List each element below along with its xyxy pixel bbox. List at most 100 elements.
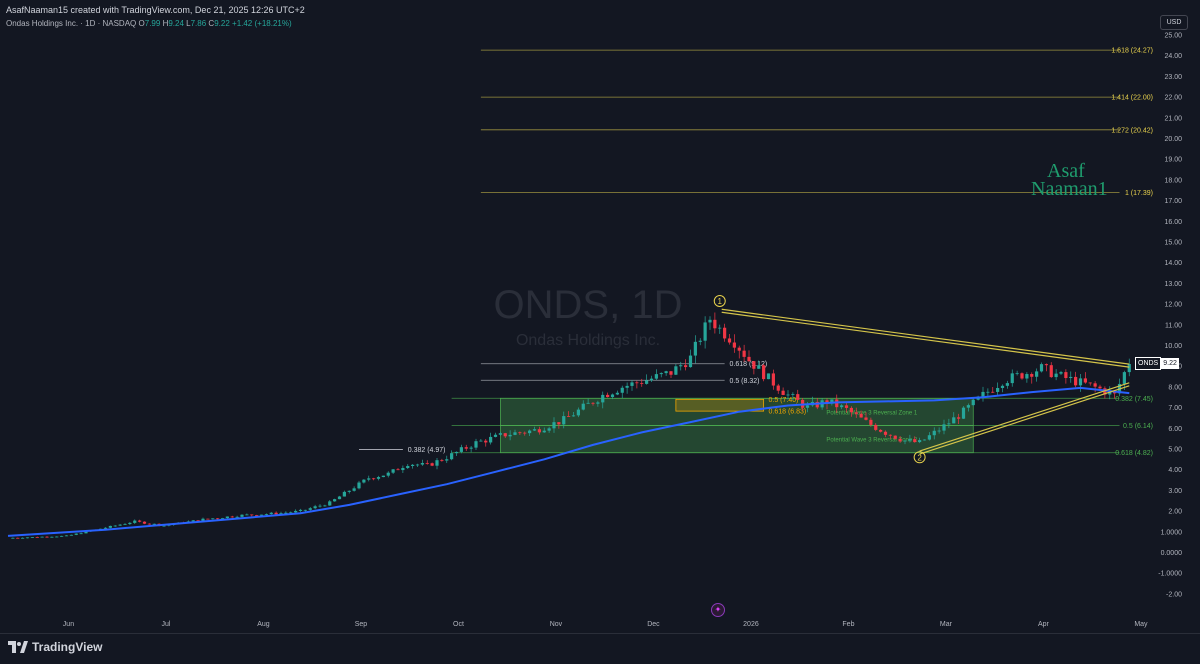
candle-body <box>698 340 702 342</box>
currency-button[interactable]: USD <box>1160 15 1188 30</box>
candle-body <box>113 525 117 527</box>
candle-body <box>528 430 532 434</box>
candle-body <box>69 534 73 536</box>
candle-body <box>562 416 566 425</box>
candle-body <box>74 533 78 535</box>
candle-body <box>552 422 556 429</box>
candle-body <box>55 536 59 538</box>
candle-body <box>961 407 966 419</box>
candle-body <box>742 350 746 357</box>
candle-body <box>830 399 834 404</box>
candle-body <box>445 459 449 461</box>
candle-body <box>1010 373 1014 384</box>
candle-body <box>513 432 517 435</box>
candle-body <box>688 355 693 368</box>
candle-body <box>255 515 259 516</box>
candle-body <box>791 394 795 395</box>
candle-body <box>1020 373 1024 379</box>
candle-body <box>1059 372 1063 374</box>
candle-body <box>903 440 907 442</box>
candle-body <box>484 440 488 443</box>
candle-body <box>323 505 327 507</box>
candle-body <box>805 405 810 408</box>
lower-trendline <box>919 385 1130 455</box>
upper-trendline <box>721 308 1130 365</box>
y-tick-label: 0.0000 <box>1161 550 1183 557</box>
candle-body <box>693 341 697 356</box>
candle-body <box>396 469 400 471</box>
candle-body <box>971 399 975 406</box>
candle-body <box>986 391 990 393</box>
candle-body <box>869 419 873 425</box>
y-tick-label: 11.00 <box>1165 322 1182 329</box>
fib-retracement-label: 0.5 (6.14) <box>1123 423 1153 430</box>
last-price-tag: ONDS 9.22 <box>1135 357 1183 370</box>
x-tick-label: Jun <box>63 621 74 628</box>
fib-box-label: 0.5 (7.40) <box>769 397 799 404</box>
candle-body <box>766 373 771 380</box>
candle-body <box>776 385 780 391</box>
candle-body <box>596 402 600 404</box>
y-tick-label: 1.0000 <box>1161 529 1183 536</box>
candle-body <box>864 417 868 420</box>
candle-body <box>45 536 49 538</box>
candle-body <box>201 518 205 521</box>
candle-body <box>542 430 546 433</box>
fib-box-label: 0.618 (6.83) <box>769 409 807 416</box>
tradingview-logo[interactable]: TradingView <box>8 640 102 654</box>
candle-body <box>532 429 537 431</box>
candle-body <box>747 356 751 362</box>
fib-extension-label: 1.414 (22.00) <box>1111 95 1153 102</box>
y-tick-label: 23.00 <box>1164 74 1182 81</box>
candle-body <box>294 510 298 513</box>
candle-body <box>669 371 673 375</box>
fib-extension-label: 1.272 (20.42) <box>1111 127 1153 134</box>
chart-header: AsafNaaman15 created with TradingView.co… <box>0 0 1160 34</box>
candle-body <box>230 516 234 518</box>
candle-body <box>35 537 39 538</box>
candle-body <box>1088 382 1092 384</box>
x-tick-label: 2026 <box>743 621 759 628</box>
open-value: 7.99 <box>144 19 161 28</box>
upper-trendline <box>721 311 1130 368</box>
candle-body <box>898 438 902 442</box>
y-tick-label: 25.00 <box>1164 33 1182 40</box>
candle-body <box>367 478 371 480</box>
candle-body <box>1122 372 1126 384</box>
candle-body <box>684 365 688 368</box>
candle-body <box>362 479 366 483</box>
candle-body <box>11 537 15 539</box>
candle-body <box>883 431 888 435</box>
x-tick-label: Mar <box>940 621 953 628</box>
candle-body <box>581 403 585 410</box>
candle-body <box>859 413 863 418</box>
candle-body <box>342 491 346 497</box>
company-watermark: Ondas Holdings Inc. <box>516 332 660 349</box>
candle-body <box>586 402 590 404</box>
y-tick-label: 15.00 <box>1164 240 1182 247</box>
candle-body <box>25 537 30 539</box>
candle-body <box>450 453 454 460</box>
y-tick-label: 4.00 <box>1168 467 1182 474</box>
candle-body <box>220 518 225 519</box>
price-chart[interactable]: ONDS, 1D Ondas Holdings Inc. Potential W… <box>0 0 1200 633</box>
candle-body <box>454 451 459 454</box>
candle-body <box>440 460 444 461</box>
candle-body <box>557 422 561 425</box>
candle-body <box>937 430 941 432</box>
candle-body <box>313 506 317 509</box>
candle-body <box>727 338 732 343</box>
candle-body <box>679 365 683 367</box>
candle-body <box>635 382 639 384</box>
candle-body <box>771 373 775 386</box>
candle-body <box>1049 365 1053 378</box>
symbol-info: Ondas Holdings Inc. · 1D · NASDAQ O7.99 … <box>6 19 292 28</box>
y-tick-label: 3.00 <box>1168 488 1182 495</box>
replay-icon[interactable]: ✦ <box>711 603 725 617</box>
candle-body <box>142 521 147 524</box>
candle-body <box>401 468 405 471</box>
candle-body <box>645 380 649 384</box>
candle-body <box>240 514 244 517</box>
candle-body <box>493 434 498 437</box>
candle-body <box>489 436 493 443</box>
